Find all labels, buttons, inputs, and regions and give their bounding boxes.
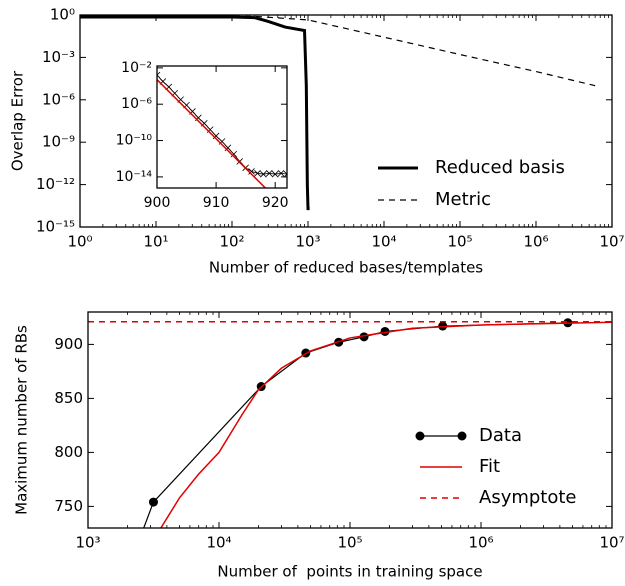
legend-label: Reduced basis [435, 157, 565, 178]
x-tick-label: 10¹ [143, 233, 168, 251]
data-point [212, 132, 220, 140]
x-tick-label: 920 [262, 195, 289, 211]
y-tick-label: 10⁻⁶ [121, 96, 152, 112]
data-point [277, 169, 285, 177]
x-tick-label: 10⁷ [599, 233, 624, 251]
data-point [248, 168, 255, 175]
plot [157, 71, 287, 188]
x-axis-label: Number of reduced bases/templates [209, 259, 483, 277]
data-point [380, 326, 390, 336]
legend-marker [457, 431, 467, 441]
data-point [265, 169, 273, 177]
chart: 900 910 920 10⁻² 10⁻⁶ 10⁻¹⁰ 10⁻¹⁴ [116, 60, 289, 211]
y-tick-label: 10⁻¹² [36, 175, 75, 193]
plot [80, 15, 596, 211]
x-tick-label: 10⁰ [67, 233, 92, 251]
y-axis-label: Overlap Error [9, 70, 27, 171]
x-tick-label: 10⁵ [447, 233, 472, 251]
x-axis-label: Number of points in training space [217, 563, 482, 581]
data-point [260, 170, 267, 178]
data-point [157, 71, 161, 79]
x-tick-label: 10⁷ [599, 534, 624, 552]
data-point [224, 144, 232, 152]
x-tick-label: 10⁴ [206, 534, 231, 552]
plot-area [88, 312, 612, 528]
axes-frame [87, 311, 613, 529]
x-tick-label: 10⁵ [337, 534, 362, 552]
x-tick-label: 10² [219, 233, 244, 251]
data-point [283, 170, 287, 178]
plot [88, 318, 612, 576]
y-axis-label: Maximum number of RBs [13, 325, 31, 515]
legend-label: Fit [479, 456, 500, 477]
axes-frame [79, 14, 613, 228]
series-line [157, 79, 267, 188]
chart: 10⁰ 10¹ 10² 10³ 10⁴ 10⁵ 10⁶ 10⁷ 10⁰ 10⁻³ 10⁻⁶ 10⁻⁹ 1… [9, 6, 625, 277]
x-tick-label: 10³ [75, 534, 100, 552]
y-tick-label: 800 [54, 443, 83, 461]
y-tick-label: 10⁰ [50, 6, 75, 24]
data-point [254, 169, 261, 177]
y-tick-label: 10⁻³ [42, 48, 75, 66]
data-point [123, 567, 132, 576]
y-tick-label: 10⁻⁹ [42, 133, 75, 151]
legend-label: Asymptote [479, 487, 577, 508]
data-point [271, 170, 279, 178]
data-point [148, 497, 158, 507]
legend-label: Metric [435, 189, 491, 210]
series-line [160, 321, 612, 528]
x-tick-label: 900 [144, 195, 171, 211]
y-tick-label: 10⁻¹⁵ [36, 218, 75, 236]
plot-area [157, 66, 287, 188]
data-point [230, 150, 238, 158]
y-tick-label: 10⁻² [121, 60, 152, 76]
axes-frame [156, 65, 288, 189]
x-tick-label: 10⁶ [523, 233, 548, 251]
x-tick-label: 910 [203, 195, 230, 211]
y-tick-label: 10⁻¹⁴ [116, 169, 153, 185]
y-tick-label: 900 [54, 335, 83, 353]
y-tick-label: 10⁻⁶ [42, 90, 75, 108]
legend-label: Data [479, 425, 522, 446]
x-tick-label: 10⁴ [371, 233, 396, 251]
chart: 10³ 10⁴ 10⁵ 10⁶ 10⁷ 750 800 850 900 Number of poi… [13, 311, 625, 581]
legend-marker [415, 431, 425, 441]
data-point [359, 332, 369, 342]
x-tick-label: 10⁶ [468, 534, 493, 552]
y-tick-label: 850 [54, 389, 83, 407]
x-tick-label: 10³ [295, 233, 320, 251]
y-tick-label: 750 [54, 497, 83, 515]
y-tick-label: 10⁻¹⁰ [116, 133, 153, 149]
series-line [80, 15, 310, 211]
